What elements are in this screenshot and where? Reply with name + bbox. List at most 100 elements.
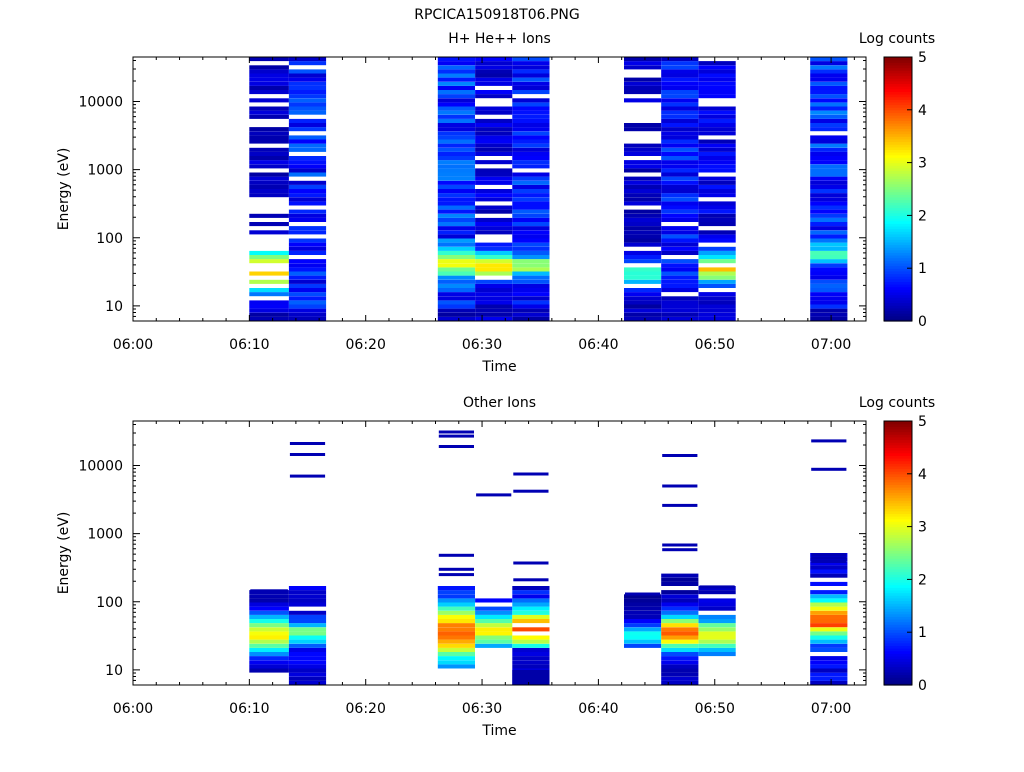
data-cell: [249, 652, 289, 657]
colorbar-segment: [884, 663, 912, 668]
data-cell: [698, 114, 736, 119]
data-column: [475, 57, 513, 321]
data-cell: [698, 164, 736, 169]
data-cell: [437, 114, 475, 119]
data-cell: [288, 226, 327, 231]
colorbar-segment: [884, 521, 912, 525]
data-cell: [475, 292, 513, 297]
data-cell: [437, 61, 475, 66]
data-cell: [512, 197, 550, 202]
data-cell: [475, 288, 513, 293]
data-cell: [288, 213, 327, 218]
data-cell: [288, 246, 327, 251]
colorbar-segment: [884, 278, 912, 282]
colorbar-tick-label: 1: [918, 261, 927, 277]
colorbar-segment: [884, 310, 912, 314]
data-cell: [288, 664, 327, 669]
colorbar-segment: [884, 141, 912, 145]
data-cell: [698, 304, 736, 309]
colorbar-tick-label: 3: [918, 520, 927, 536]
data-cell: [437, 69, 475, 74]
data-cell: [437, 189, 475, 194]
data-cell: [512, 73, 550, 78]
data-cell: [624, 230, 662, 235]
data-line: [250, 594, 288, 598]
data-cell: [437, 643, 475, 648]
data-cell: [249, 151, 289, 156]
data-cell: [437, 238, 475, 243]
data-cell: [512, 283, 550, 288]
data-cell: [810, 561, 848, 566]
data-cell: [437, 635, 475, 640]
x-axis-label: Time: [481, 359, 516, 375]
colorbar-segment: [884, 576, 912, 580]
data-cell: [249, 312, 289, 317]
data-cell: [512, 189, 550, 194]
data-line: [811, 553, 847, 557]
colorbar-segment: [884, 545, 912, 549]
data-cell: [288, 312, 327, 317]
data-cell: [288, 217, 327, 222]
data-cell: [698, 110, 736, 115]
data-cell: [288, 90, 327, 95]
data-cell: [698, 279, 736, 284]
colorbar-segment: [884, 128, 912, 132]
colorbar-segment: [884, 439, 912, 443]
colorbar-segment: [884, 497, 912, 501]
colorbar-segment: [884, 78, 912, 82]
data-column: [437, 57, 475, 321]
data-cell: [624, 201, 662, 206]
colorbar-segment: [884, 500, 912, 504]
data-cell: [661, 606, 699, 611]
data-cell: [249, 164, 289, 169]
data-cell: [810, 664, 848, 669]
data-cell: [437, 73, 475, 78]
data-cell: [698, 189, 736, 194]
data-cell: [512, 271, 550, 276]
data-cell: [810, 312, 848, 317]
data-cell: [475, 65, 513, 70]
data-cell: [249, 90, 289, 95]
data-cell: [288, 180, 327, 185]
colorbar-segment: [884, 434, 912, 438]
data-cell: [661, 118, 699, 123]
colorbar-segment: [884, 637, 912, 641]
colorbar-segment: [884, 104, 912, 108]
data-cell: [475, 69, 513, 74]
data-cell: [288, 110, 327, 115]
data-line: [513, 561, 549, 565]
data-cell: [437, 316, 475, 321]
data-cell: [249, 114, 289, 119]
colorbar-segment: [884, 550, 912, 554]
data-cell: [512, 176, 550, 181]
data-cell: [288, 635, 327, 640]
data-cell: [661, 57, 699, 62]
data-cell: [698, 643, 736, 648]
colorbar-segment: [884, 447, 912, 451]
colorbar-segment: [884, 529, 912, 533]
data-cell: [661, 77, 699, 82]
colorbar-segment: [884, 489, 912, 493]
data-cell: [249, 222, 289, 227]
data-cell: [661, 316, 699, 321]
data-cell: [698, 246, 736, 251]
data-cell: [475, 271, 513, 276]
x-tick-label: 06:50: [695, 701, 735, 717]
colorbar-segment: [884, 109, 912, 114]
data-cell: [288, 660, 327, 665]
data-cell: [437, 135, 475, 140]
data-cell: [661, 139, 699, 144]
data-cell: [624, 308, 662, 313]
data-cell: [810, 631, 848, 636]
colorbar-segment: [884, 587, 912, 591]
data-cell: [249, 623, 289, 628]
data-cell: [512, 590, 550, 595]
colorbar-segment: [884, 207, 912, 211]
colorbar-segment: [884, 318, 912, 322]
data-cell: [437, 288, 475, 293]
colorbar-segment: [884, 136, 912, 140]
colorbar-segment: [884, 595, 912, 599]
data-cell: [698, 65, 736, 70]
data-cell: [661, 246, 699, 251]
